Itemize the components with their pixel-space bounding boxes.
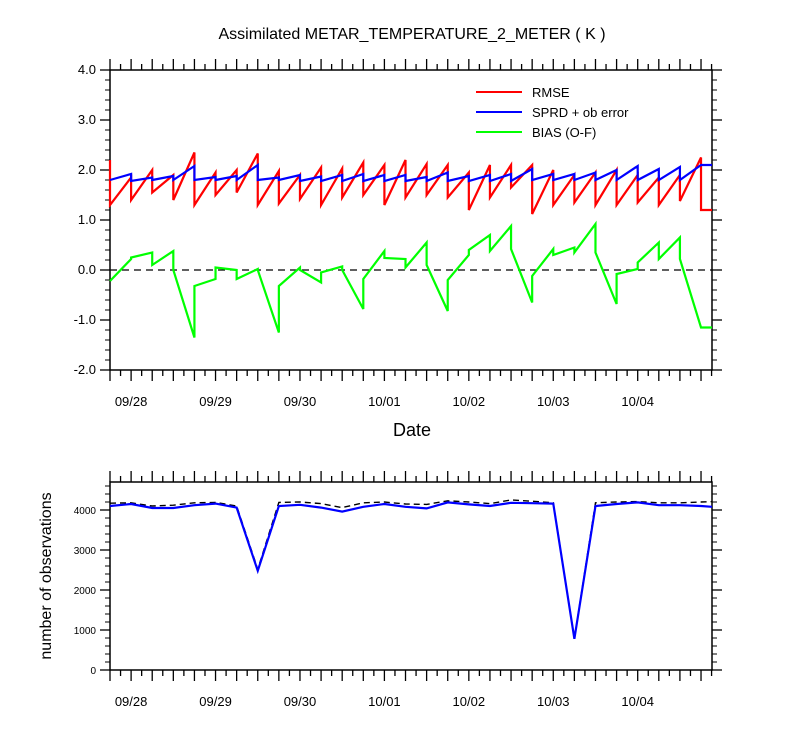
series-line-rmse [108,152,712,215]
series-line-bias-o-f- [109,220,712,338]
y-tick-label: 2000 [74,586,97,597]
x-tick-label: 10/02 [453,394,486,409]
bottom-axis-ticks [100,471,722,681]
legend-label: BIAS (O-F) [532,125,596,140]
x-tick-label: 10/01 [368,694,401,709]
x-tick-label: 09/30 [284,394,317,409]
y-tick-label: 3000 [74,546,97,557]
series-line-possible-observations [109,499,713,639]
x-tick-label: 09/29 [199,694,232,709]
bottom-y-tick-labels: 0 1000 2000 3000 4000 [74,506,97,677]
x-tick-label: 09/28 [115,394,148,409]
x-tick-label: 10/03 [537,694,570,709]
top-series-group [108,152,712,338]
y-tick-label: -1.0 [74,312,96,327]
y-tick-label: -2.0 [74,362,96,377]
top-axis-ticks [100,59,722,381]
y-tick-label: 4.0 [78,62,96,77]
top-plot: Assimilated METAR_TEMPERATURE_2_METER ( … [74,26,722,440]
x-tick-label: 10/01 [368,394,401,409]
series-line-assimilated-observations [109,501,713,639]
x-tick-label: 10/04 [621,694,654,709]
x-tick-label: 09/28 [115,694,148,709]
bottom-plot: 0 1000 2000 3000 4000 09/28 09/29 09/30 10/01 10… [38,471,722,709]
bottom-series-group [109,499,713,639]
x-axis-label: Date [393,420,431,440]
y-tick-label: 4000 [74,506,97,517]
top-x-tick-labels: 09/28 09/29 09/30 10/01 10/02 10/03 10/04 [115,394,654,409]
y-tick-label: 0 [90,666,96,677]
top-y-tick-labels: 4.0 3.0 2.0 1.0 0.0 -1.0 -2.0 [74,62,96,377]
y-axis-label: number of observations [38,492,55,659]
x-tick-label: 10/04 [621,394,654,409]
y-tick-label: 1000 [74,626,97,637]
chart-title: Assimilated METAR_TEMPERATURE_2_METER ( … [218,26,605,43]
x-tick-label: 09/30 [284,694,317,709]
y-tick-label: 1.0 [78,212,96,227]
x-tick-label: 10/03 [537,394,570,409]
y-tick-label: 0.0 [78,262,96,277]
legend-label: SPRD + ob error [532,105,629,120]
x-tick-label: 09/29 [199,394,232,409]
bottom-x-tick-labels: 09/28 09/29 09/30 10/01 10/02 10/03 10/04 [115,694,654,709]
bottom-plot-frame [109,481,713,671]
series-line-sprd-ob-error [109,162,712,183]
y-tick-label: 3.0 [78,112,96,127]
y-tick-label: 2.0 [78,162,96,177]
x-tick-label: 10/02 [453,694,486,709]
legend-label: RMSE [532,85,570,100]
legend: RMSE SPRD + ob error BIAS (O-F) [476,85,629,140]
